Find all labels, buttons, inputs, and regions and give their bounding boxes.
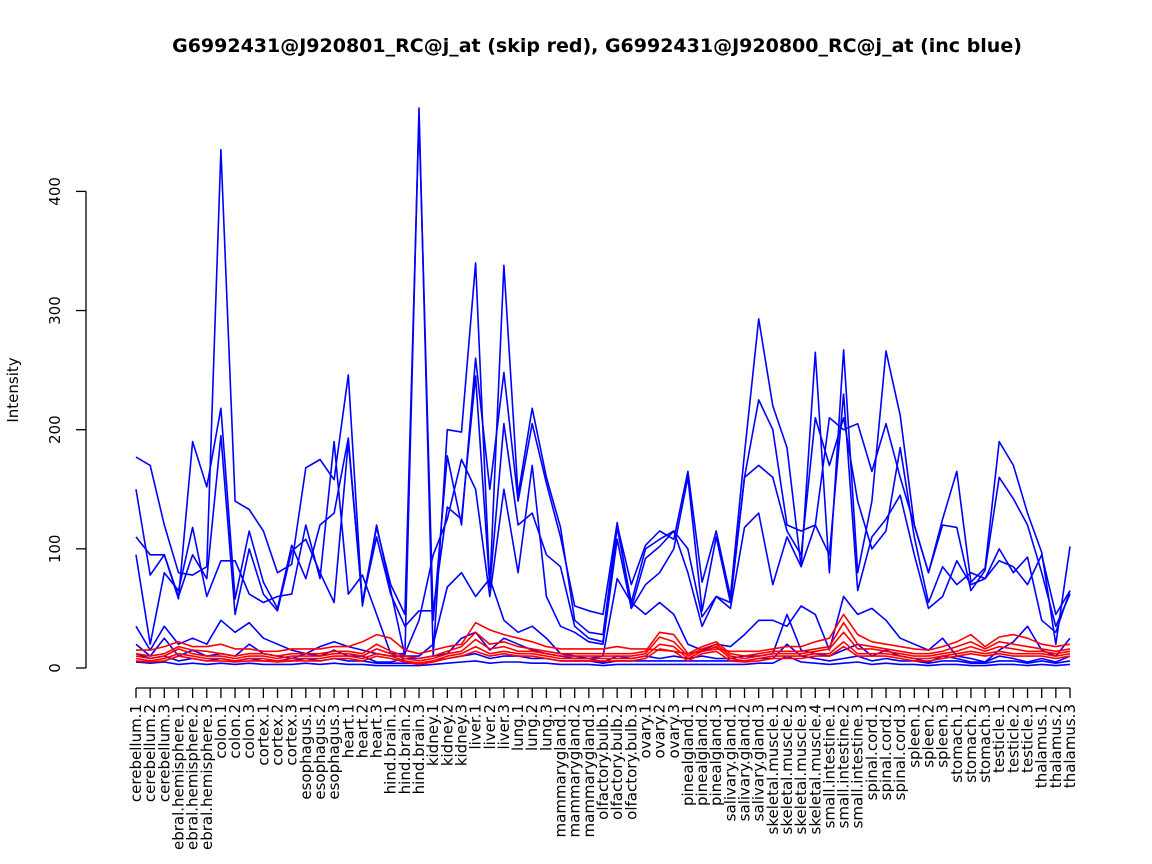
x-tick-label: cerebellum.3 <box>155 704 173 802</box>
x-tick-label: heart.1 <box>339 704 357 758</box>
x-tick-label: spleen.2 <box>919 704 937 768</box>
x-tick-label: pinealgland.3 <box>707 704 725 806</box>
x-tick-label: spinal.cord.1 <box>863 704 881 800</box>
y-axis: 0 100 200 300 400 <box>46 177 87 673</box>
x-tick-label: skeletal.muscle.2 <box>778 704 796 835</box>
x-tick-label: testicle.2 <box>1004 704 1022 773</box>
x-tick-label: ebral.hemisphere.1 <box>169 704 187 850</box>
x-tick-label: cortex.1 <box>254 704 272 766</box>
x-tick-label: mammarygland.1 <box>552 704 570 837</box>
y-tick-label: 200 <box>46 415 64 444</box>
x-tick-label: testicle.3 <box>1019 704 1037 773</box>
x-axis: cerebellum.1cerebellum.2cerebellum.3ebra… <box>127 687 1079 850</box>
x-tick-label: hind.brain.2 <box>396 704 414 794</box>
x-tick-label: heart.2 <box>353 704 371 758</box>
series-layer <box>135 107 1071 667</box>
x-tick-label: lung.3 <box>537 704 555 751</box>
x-tick-label: esophagus.1 <box>297 704 315 800</box>
x-tick-label: ovary.3 <box>665 704 683 758</box>
x-tick-label: cerebellum.2 <box>141 704 159 802</box>
x-tick-label: stomach.2 <box>962 704 980 783</box>
x-tick-label: spinal.cord.3 <box>891 704 909 800</box>
series-line-inc-7 <box>135 655 1071 667</box>
series-line-skip-8 <box>136 613 1071 655</box>
y-tick-label: 300 <box>46 296 64 325</box>
series-line-inc-2 <box>135 375 1071 643</box>
x-tick-label: skeletal.muscle.1 <box>764 704 782 835</box>
x-tick-label: lung.1 <box>509 704 527 751</box>
x-tick-label: esophagus.3 <box>325 704 343 800</box>
x-tick-label: skeletal.muscle.4 <box>806 704 824 835</box>
x-tick-label: cortex.3 <box>283 704 301 766</box>
series-line-skip-9 <box>135 621 1071 660</box>
x-tick-label: colon.1 <box>212 704 230 759</box>
x-tick-label: pinealgland.1 <box>679 704 697 806</box>
series-line-inc-1 <box>135 116 1071 628</box>
x-tick-label: kidney.2 <box>438 704 456 766</box>
x-tick-label: small.intestine.3 <box>849 704 867 828</box>
x-tick-label: thalamus.1 <box>1033 704 1051 788</box>
y-tick-label: 400 <box>46 177 64 206</box>
x-tick-label: testicle.1 <box>990 704 1008 773</box>
y-axis-label: Intensity <box>4 357 22 422</box>
x-tick-label: spleen.1 <box>905 704 923 768</box>
y-tick-label: 0 <box>46 663 64 673</box>
x-tick-label: olfactory.bulb.2 <box>608 704 626 820</box>
x-tick-label: spleen.3 <box>934 704 952 768</box>
x-tick-label: kidney.3 <box>452 704 470 766</box>
x-tick-label: stomach.3 <box>976 704 994 783</box>
x-tick-label: ovary.2 <box>651 704 669 758</box>
x-tick-label: ebral.hemisphere.2 <box>184 704 202 850</box>
x-tick-label: thalamus.3 <box>1061 704 1079 788</box>
x-tick-label: colon.3 <box>240 704 258 759</box>
series-line-inc-0 <box>135 107 1071 657</box>
series-line-inc-3 <box>135 393 1071 655</box>
x-tick-label: cortex.2 <box>269 704 287 766</box>
x-tick-label: heart.3 <box>368 704 386 758</box>
x-tick-label: liver.3 <box>495 704 513 750</box>
x-tick-label: olfactory.bulb.1 <box>594 704 612 820</box>
series-line-skip-10 <box>135 631 1071 662</box>
x-tick-label: pinealgland.2 <box>693 704 711 806</box>
x-tick-label: hind.brain.3 <box>410 704 428 794</box>
x-tick-label: hind.brain.1 <box>382 704 400 794</box>
y-tick-label: 100 <box>46 535 64 564</box>
x-tick-label: salivary.gland.2 <box>736 704 754 821</box>
x-tick-label: colon.2 <box>226 704 244 759</box>
x-tick-label: ovary.1 <box>636 704 654 758</box>
x-tick-label: mammarygland.3 <box>580 704 598 837</box>
x-tick-label: esophagus.2 <box>311 704 329 800</box>
x-tick-label: liver.2 <box>481 704 499 750</box>
x-tick-label: skeletal.muscle.3 <box>792 704 810 835</box>
x-tick-label: salivary.gland.3 <box>750 704 768 821</box>
x-tick-label: small.intestine.1 <box>820 704 838 828</box>
x-tick-label: olfactory.bulb.3 <box>622 704 640 820</box>
series-line-skip-12 <box>135 645 1071 666</box>
x-tick-label: liver.1 <box>467 704 485 750</box>
x-tick-label: kidney.1 <box>424 704 442 766</box>
x-tick-label: cerebellum.1 <box>127 704 145 802</box>
x-tick-label: stomach.1 <box>948 704 966 783</box>
x-tick-label: small.intestine.2 <box>835 704 853 828</box>
x-tick-label: thalamus.2 <box>1047 704 1065 788</box>
x-tick-label: lung.2 <box>523 704 541 751</box>
chart-title: G6992431@J920801_RC@j_at (skip red), G69… <box>172 35 1022 57</box>
series-line-skip-11 <box>135 640 1071 665</box>
x-tick-label: salivary.gland.1 <box>721 704 739 821</box>
x-tick-label: ebral.hemisphere.3 <box>198 704 216 850</box>
x-tick-label: mammarygland.2 <box>566 704 584 837</box>
x-tick-label: spinal.cord.2 <box>877 704 895 800</box>
